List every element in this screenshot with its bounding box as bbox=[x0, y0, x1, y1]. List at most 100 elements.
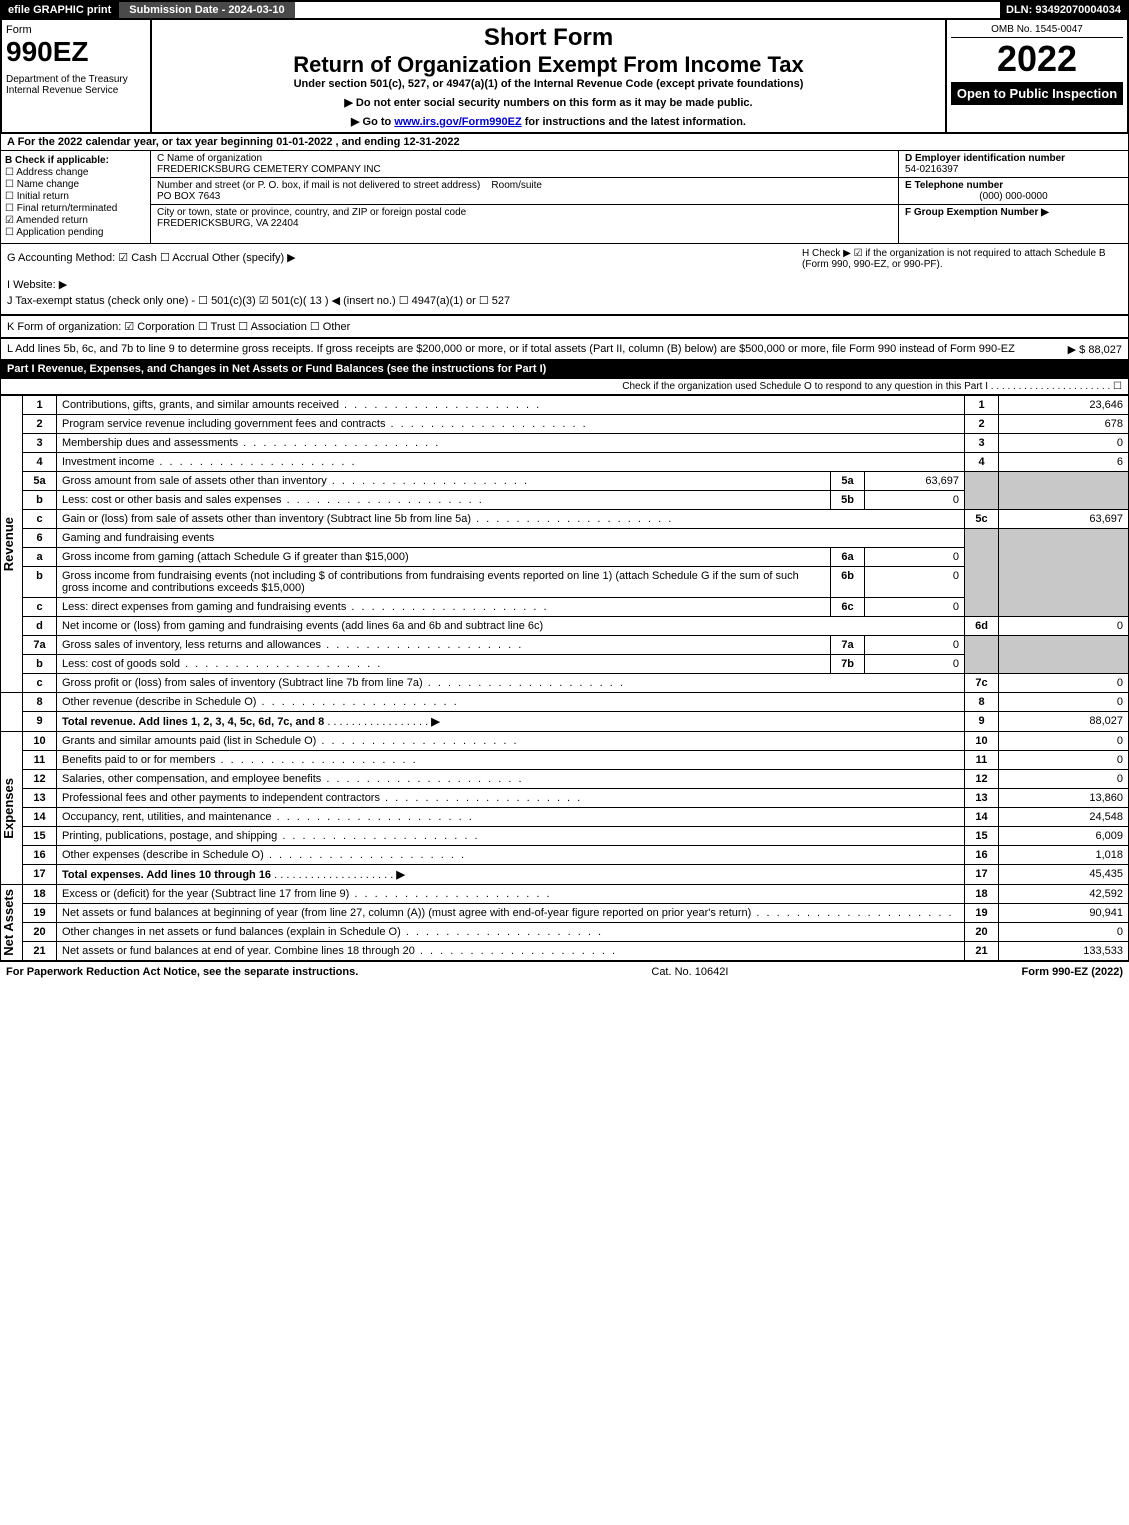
expenses-vert-label: Expenses bbox=[1, 778, 16, 839]
line-10-desc: Grants and similar amounts paid (list in… bbox=[57, 732, 965, 751]
line-14-val: 24,548 bbox=[999, 808, 1129, 827]
line-8-desc: Other revenue (describe in Schedule O) bbox=[57, 693, 965, 712]
row-l-val: ▶ $ 88,027 bbox=[1068, 343, 1122, 356]
line-19-desc: Net assets or fund balances at beginning… bbox=[57, 904, 965, 923]
row-j: J Tax-exempt status (check only one) - ☐… bbox=[7, 294, 1122, 307]
revenue-vert-label: Revenue bbox=[1, 517, 16, 571]
line-6d-desc: Net income or (loss) from gaming and fun… bbox=[57, 617, 965, 636]
inspection-badge: Open to Public Inspection bbox=[951, 82, 1123, 105]
line-12-val: 0 bbox=[999, 770, 1129, 789]
footer-right: Form 990-EZ (2022) bbox=[1022, 966, 1123, 978]
line-5a-desc: Gross amount from sale of assets other t… bbox=[57, 472, 831, 491]
rows-g-to-j: H Check ▶ ☑ if the organization is not r… bbox=[0, 244, 1129, 315]
irs-link[interactable]: www.irs.gov/Form990EZ bbox=[394, 116, 521, 128]
line-14-desc: Occupancy, rent, utilities, and maintena… bbox=[57, 808, 965, 827]
line-6a-val: 0 bbox=[865, 548, 965, 567]
line-7a-val: 0 bbox=[865, 636, 965, 655]
line-6c-desc: Less: direct expenses from gaming and fu… bbox=[57, 598, 831, 617]
line-3-desc: Membership dues and assessments bbox=[57, 434, 965, 453]
line-1-desc: Contributions, gifts, grants, and simila… bbox=[57, 396, 965, 415]
submission-date: Submission Date - 2024-03-10 bbox=[117, 2, 294, 18]
org-name: FREDERICKSBURG CEMETERY COMPANY INC bbox=[157, 164, 381, 175]
footer-left: For Paperwork Reduction Act Notice, see … bbox=[6, 966, 358, 978]
line-7b-val: 0 bbox=[865, 655, 965, 674]
ein-value: 54-0216397 bbox=[905, 164, 958, 175]
line-4-val: 6 bbox=[999, 453, 1129, 472]
line-6d-val: 0 bbox=[999, 617, 1129, 636]
line-7b-desc: Less: cost of goods sold bbox=[57, 655, 831, 674]
phone-value: (000) 000-0000 bbox=[905, 191, 1122, 202]
line-11-desc: Benefits paid to or for members bbox=[57, 751, 965, 770]
line-6a-desc: Gross income from gaming (attach Schedul… bbox=[57, 548, 831, 567]
line-16-desc: Other expenses (describe in Schedule O) bbox=[57, 846, 965, 865]
department: Department of the Treasury Internal Reve… bbox=[6, 74, 146, 96]
netassets-vert-label: Net Assets bbox=[1, 889, 16, 956]
line-21-val: 133,533 bbox=[999, 942, 1129, 961]
title-short-form: Short Form bbox=[156, 24, 941, 52]
line-6c-val: 0 bbox=[865, 598, 965, 617]
row-h: H Check ▶ ☑ if the organization is not r… bbox=[802, 248, 1122, 270]
row-l-text: L Add lines 5b, 6c, and 7b to line 9 to … bbox=[7, 343, 1015, 355]
city: FREDERICKSBURG, VA 22404 bbox=[157, 218, 299, 229]
row-k: K Form of organization: ☑ Corporation ☐ … bbox=[0, 315, 1129, 338]
form-header: Form 990EZ Department of the Treasury In… bbox=[0, 20, 1129, 134]
chk-initial-return[interactable]: ☐ Initial return bbox=[5, 191, 146, 202]
tax-year: 2022 bbox=[951, 38, 1123, 80]
line-7c-val: 0 bbox=[999, 674, 1129, 693]
line-5c-val: 63,697 bbox=[999, 510, 1129, 529]
part1-header: Part I Revenue, Expenses, and Changes in… bbox=[0, 360, 1129, 379]
note-link: ▶ Go to www.irs.gov/Form990EZ for instru… bbox=[156, 115, 941, 128]
row-l: L Add lines 5b, 6c, and 7b to line 9 to … bbox=[0, 338, 1129, 360]
line-12-desc: Salaries, other compensation, and employ… bbox=[57, 770, 965, 789]
line-5b-val: 0 bbox=[865, 491, 965, 510]
line-5a-val: 63,697 bbox=[865, 472, 965, 491]
row-a-tax-year: A For the 2022 calendar year, or tax yea… bbox=[0, 134, 1129, 151]
part1-sub: Check if the organization used Schedule … bbox=[0, 379, 1129, 395]
col-b-label: B Check if applicable: bbox=[5, 155, 109, 166]
line-num-1: 1 bbox=[23, 396, 57, 415]
line-2-val: 678 bbox=[999, 415, 1129, 434]
org-name-label: C Name of organization bbox=[157, 153, 262, 164]
line-13-val: 13,860 bbox=[999, 789, 1129, 808]
title-return: Return of Organization Exempt From Incom… bbox=[156, 52, 941, 78]
chk-address-change[interactable]: ☐ Address change bbox=[5, 167, 146, 178]
line-9-val: 88,027 bbox=[999, 712, 1129, 732]
line-1-val: 23,646 bbox=[999, 396, 1129, 415]
chk-name-change[interactable]: ☐ Name change bbox=[5, 179, 146, 190]
chk-amended-return[interactable]: ☑ Amended return bbox=[5, 215, 146, 226]
revenue-table: Revenue 1 Contributions, gifts, grants, … bbox=[0, 395, 1129, 961]
ein-label: D Employer identification number bbox=[905, 153, 1065, 164]
form-word: Form bbox=[6, 24, 146, 36]
line-4-desc: Investment income bbox=[57, 453, 965, 472]
group-exemption-label: F Group Exemption Number ▶ bbox=[905, 207, 1049, 218]
line-2-desc: Program service revenue including govern… bbox=[57, 415, 965, 434]
line-17-val: 45,435 bbox=[999, 865, 1129, 885]
street-label: Number and street (or P. O. box, if mail… bbox=[157, 180, 480, 191]
city-label: City or town, state or province, country… bbox=[157, 207, 466, 218]
footer: For Paperwork Reduction Act Notice, see … bbox=[0, 961, 1129, 982]
line-11-val: 0 bbox=[999, 751, 1129, 770]
chk-application-pending[interactable]: ☐ Application pending bbox=[5, 227, 146, 238]
line-6-desc: Gaming and fundraising events bbox=[57, 529, 965, 548]
phone-label: E Telephone number bbox=[905, 180, 1003, 191]
line-7a-desc: Gross sales of inventory, less returns a… bbox=[57, 636, 831, 655]
chk-final-return[interactable]: ☐ Final return/terminated bbox=[5, 203, 146, 214]
line-1-box: 1 bbox=[965, 396, 999, 415]
line-20-val: 0 bbox=[999, 923, 1129, 942]
efile-label[interactable]: efile GRAPHIC print bbox=[2, 2, 117, 18]
line-17-desc: Total expenses. Add lines 10 through 16 … bbox=[57, 865, 965, 885]
note-ssn: ▶ Do not enter social security numbers o… bbox=[156, 96, 941, 109]
street: PO BOX 7643 bbox=[157, 191, 220, 202]
line-5b-desc: Less: cost or other basis and sales expe… bbox=[57, 491, 831, 510]
subtitle: Under section 501(c), 527, or 4947(a)(1)… bbox=[156, 78, 941, 90]
line-6b-val: 0 bbox=[865, 567, 965, 598]
line-15-val: 6,009 bbox=[999, 827, 1129, 846]
dln: DLN: 93492070004034 bbox=[1000, 2, 1127, 18]
line-18-val: 42,592 bbox=[999, 885, 1129, 904]
line-10-val: 0 bbox=[999, 732, 1129, 751]
section-b-to-f: B Check if applicable: ☐ Address change … bbox=[0, 151, 1129, 244]
line-5c-desc: Gain or (loss) from sale of assets other… bbox=[57, 510, 965, 529]
top-bar: efile GRAPHIC print Submission Date - 20… bbox=[0, 0, 1129, 20]
line-9-desc: Total revenue. Add lines 1, 2, 3, 4, 5c,… bbox=[57, 712, 965, 732]
line-7c-desc: Gross profit or (loss) from sales of inv… bbox=[57, 674, 965, 693]
